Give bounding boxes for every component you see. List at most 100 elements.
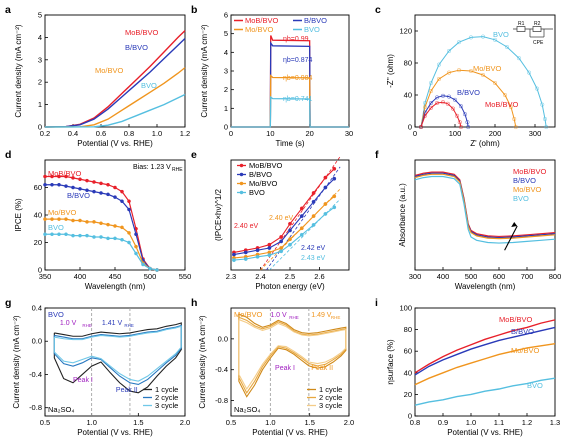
data-point [457, 120, 462, 125]
series-line-bvo [414, 377, 556, 406]
data-point [437, 76, 442, 81]
data-point [535, 86, 540, 91]
panel-b: b 0 10 20 30 0 1 2 3 4 5 6 Time (s) Current density (… [191, 4, 353, 148]
series-label: Mo/BVO [473, 64, 502, 73]
y-tick-label: 0.0 [32, 337, 42, 346]
bias-note: Bias: 1.23 V [133, 164, 171, 171]
y-tick-label: 40 [404, 368, 412, 377]
y-tick-label: -0.4 [29, 370, 42, 379]
x-tick-label: 300 [409, 272, 422, 281]
series-line-1-cycle [238, 313, 347, 398]
x-tick-label: 1.5 [304, 418, 314, 427]
panel-i: i 0.8 0.9 1.0 1.1 1.2 1.3 0 20 40 60 80 100 Potential… [375, 297, 560, 437]
data-point [332, 205, 337, 210]
y-tick-label: 0 [408, 412, 412, 421]
efficiency-annotation: ηb=0.99 [283, 36, 309, 43]
data-point [267, 246, 272, 250]
data-point [463, 112, 468, 117]
legend-label: MoB/BVO [249, 161, 283, 170]
data-point [544, 124, 549, 129]
x-tick-label: 1.0 [152, 129, 162, 138]
data-point [113, 195, 117, 199]
data-point [243, 250, 248, 255]
y-tick-label: -0.8 [29, 403, 42, 412]
x-tick-label: 0.6 [96, 129, 106, 138]
data-point [148, 266, 152, 271]
y-tick-label: -0.4 [215, 365, 228, 374]
series-line-mob-bvo [44, 30, 186, 128]
potential-subscript: RHE [289, 315, 299, 320]
plot-frame [414, 307, 556, 417]
data-point [311, 222, 316, 227]
y-tick-label: 40 [34, 211, 42, 220]
data-point [429, 80, 434, 85]
data-point [311, 214, 316, 219]
panel-letter: c [375, 4, 381, 16]
x-tick-label: 350 [39, 272, 52, 281]
data-point [311, 191, 316, 195]
peak-label: Peak II [311, 365, 333, 372]
data-point [43, 217, 47, 221]
y-tick-label: 5 [224, 29, 228, 38]
series-label: B/BVO [511, 327, 534, 336]
data-point [71, 218, 75, 223]
data-point [85, 178, 89, 183]
data-point [299, 226, 304, 231]
data-point [127, 199, 131, 204]
data-point [64, 217, 68, 221]
data-point [106, 182, 110, 187]
y-tick-label: -0.8 [215, 396, 228, 405]
data-point [141, 262, 145, 267]
series-label: Mo/BVO [95, 66, 124, 75]
x-tick-label: 0.8 [124, 129, 134, 138]
potential-subscript: RHE [124, 323, 134, 328]
series-label: MoB/BVO [125, 28, 159, 37]
fit-line [269, 198, 341, 271]
x-tick-label: 700 [521, 272, 534, 281]
series-line-mob-bvo [420, 101, 462, 128]
legend-label: Mo/BVO [513, 185, 542, 194]
x-tick-label: 1.2 [522, 418, 532, 427]
y-axis-label: (IPCE×hν)^1/2 [214, 188, 223, 241]
peak-label: Peak I [275, 365, 295, 372]
data-point [435, 95, 440, 100]
x-tick-label: 300 [529, 129, 542, 138]
electrolyte-label: Na₂SO₄ [234, 405, 260, 414]
panel-a: a 0.2 0.4 0.6 0.8 1.0 1.2 0 1 2 3 4 5 Potential (V vs… [5, 4, 190, 148]
series-label: BVO [527, 381, 543, 390]
y-tick-label: 0.4 [32, 304, 42, 313]
potential-label: 1.0 V [270, 312, 287, 319]
data-point [127, 231, 131, 235]
y-tick-label: 0 [38, 123, 42, 132]
data-point [299, 232, 304, 237]
efficiency-annotation: ηb=0.874 [283, 57, 312, 64]
data-point [429, 105, 434, 110]
series-line-b-bvo [231, 40, 349, 128]
x-tick-label: 0.5 [40, 418, 50, 427]
potential-label: 1.49 V [311, 312, 332, 319]
legend-marker [239, 172, 244, 177]
sample-label: BVO [48, 310, 64, 319]
legend-label: 2 cycle [155, 393, 178, 402]
legend-label: MoB/BVO [245, 16, 279, 25]
x-tick-label: 1.2 [180, 129, 190, 138]
bias-note-subscript: RHE [172, 167, 183, 173]
x-axis-label: Potential (V vs. RHE) [252, 428, 328, 437]
data-point [469, 68, 474, 73]
panel-d: d 350 400 450 500 550 0 20 40 60 Wavelength (nm) IP… [5, 149, 191, 291]
series-line-2-cycle [238, 316, 347, 394]
x-axis-label: Wavelength (nm) [455, 282, 516, 291]
plot-frame [414, 159, 556, 271]
panel-letter: h [191, 297, 197, 309]
y-axis-label: Current density (mA cm⁻²) [12, 315, 21, 408]
series-label: BVO [493, 30, 509, 39]
data-point [543, 116, 548, 121]
r2-label: R2 [534, 21, 541, 27]
x-tick-label: 0.5 [226, 418, 236, 427]
data-point [437, 62, 442, 67]
efficiency-annotation: ηb=0.741 [283, 96, 312, 103]
data-point [71, 233, 75, 238]
data-point [419, 124, 424, 129]
